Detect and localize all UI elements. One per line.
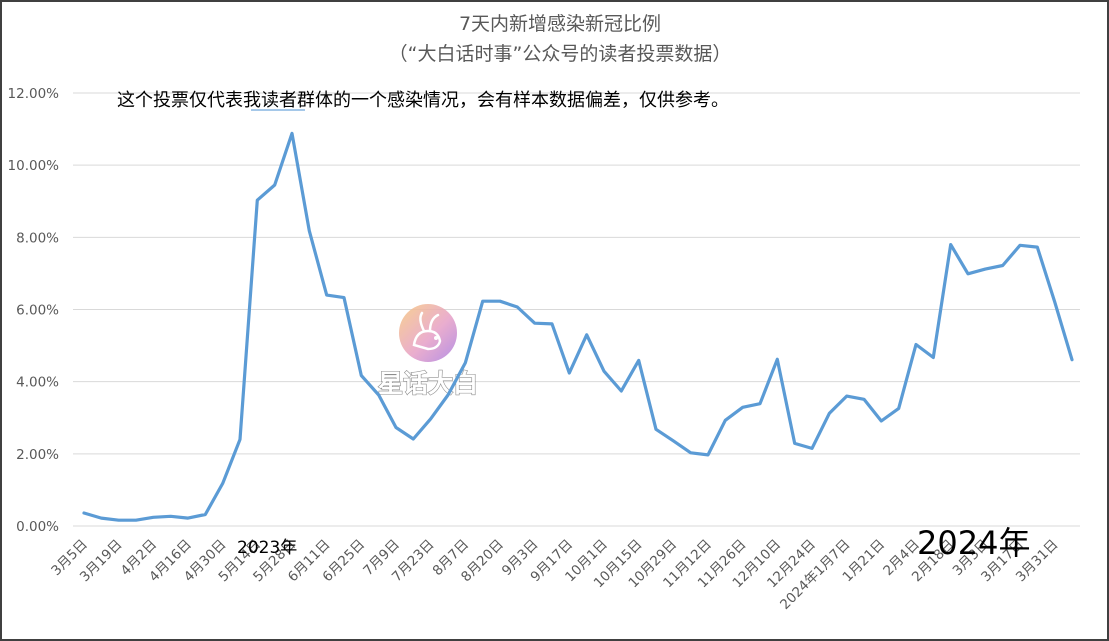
note-annotation: 这个投票仅代表我读者群体的一个感染情况，会有样本数据偏差，仅供参考。 (117, 90, 729, 111)
y-tick-label: 2.00% (16, 447, 59, 463)
year-2024-label: 2024年 (917, 524, 1030, 562)
y-tick-label: 12.00% (8, 86, 60, 102)
chart-title: 7天内新增感染新冠比例 (459, 13, 661, 35)
year-2023-label: 2023年 (237, 538, 297, 558)
series-line (82, 131, 1074, 522)
x-axis-ticks: 3月5日3月19日4月2日4月16日4月30日5月14日5月28日6月11日6月… (48, 537, 1061, 613)
watermark: 星话大白 (377, 304, 479, 399)
chart-subtitle: （“大白话时事”公众号的读者投票数据） (389, 43, 732, 65)
y-tick-label: 6.00% (16, 303, 59, 319)
y-tick-label: 10.00% (8, 158, 60, 174)
y-tick-label: 0.00% (16, 519, 59, 535)
watermark-text: 星话大白 (378, 369, 478, 398)
y-tick-label: 4.00% (16, 375, 59, 391)
y-tick-label: 8.00% (16, 230, 59, 246)
gridlines (73, 92, 1080, 527)
rabbit-logo-icon (399, 304, 457, 362)
y-axis-ticks: 0.00% 2.00% 4.00% 6.00% 8.00% 10.00% 12.00% (8, 86, 60, 535)
